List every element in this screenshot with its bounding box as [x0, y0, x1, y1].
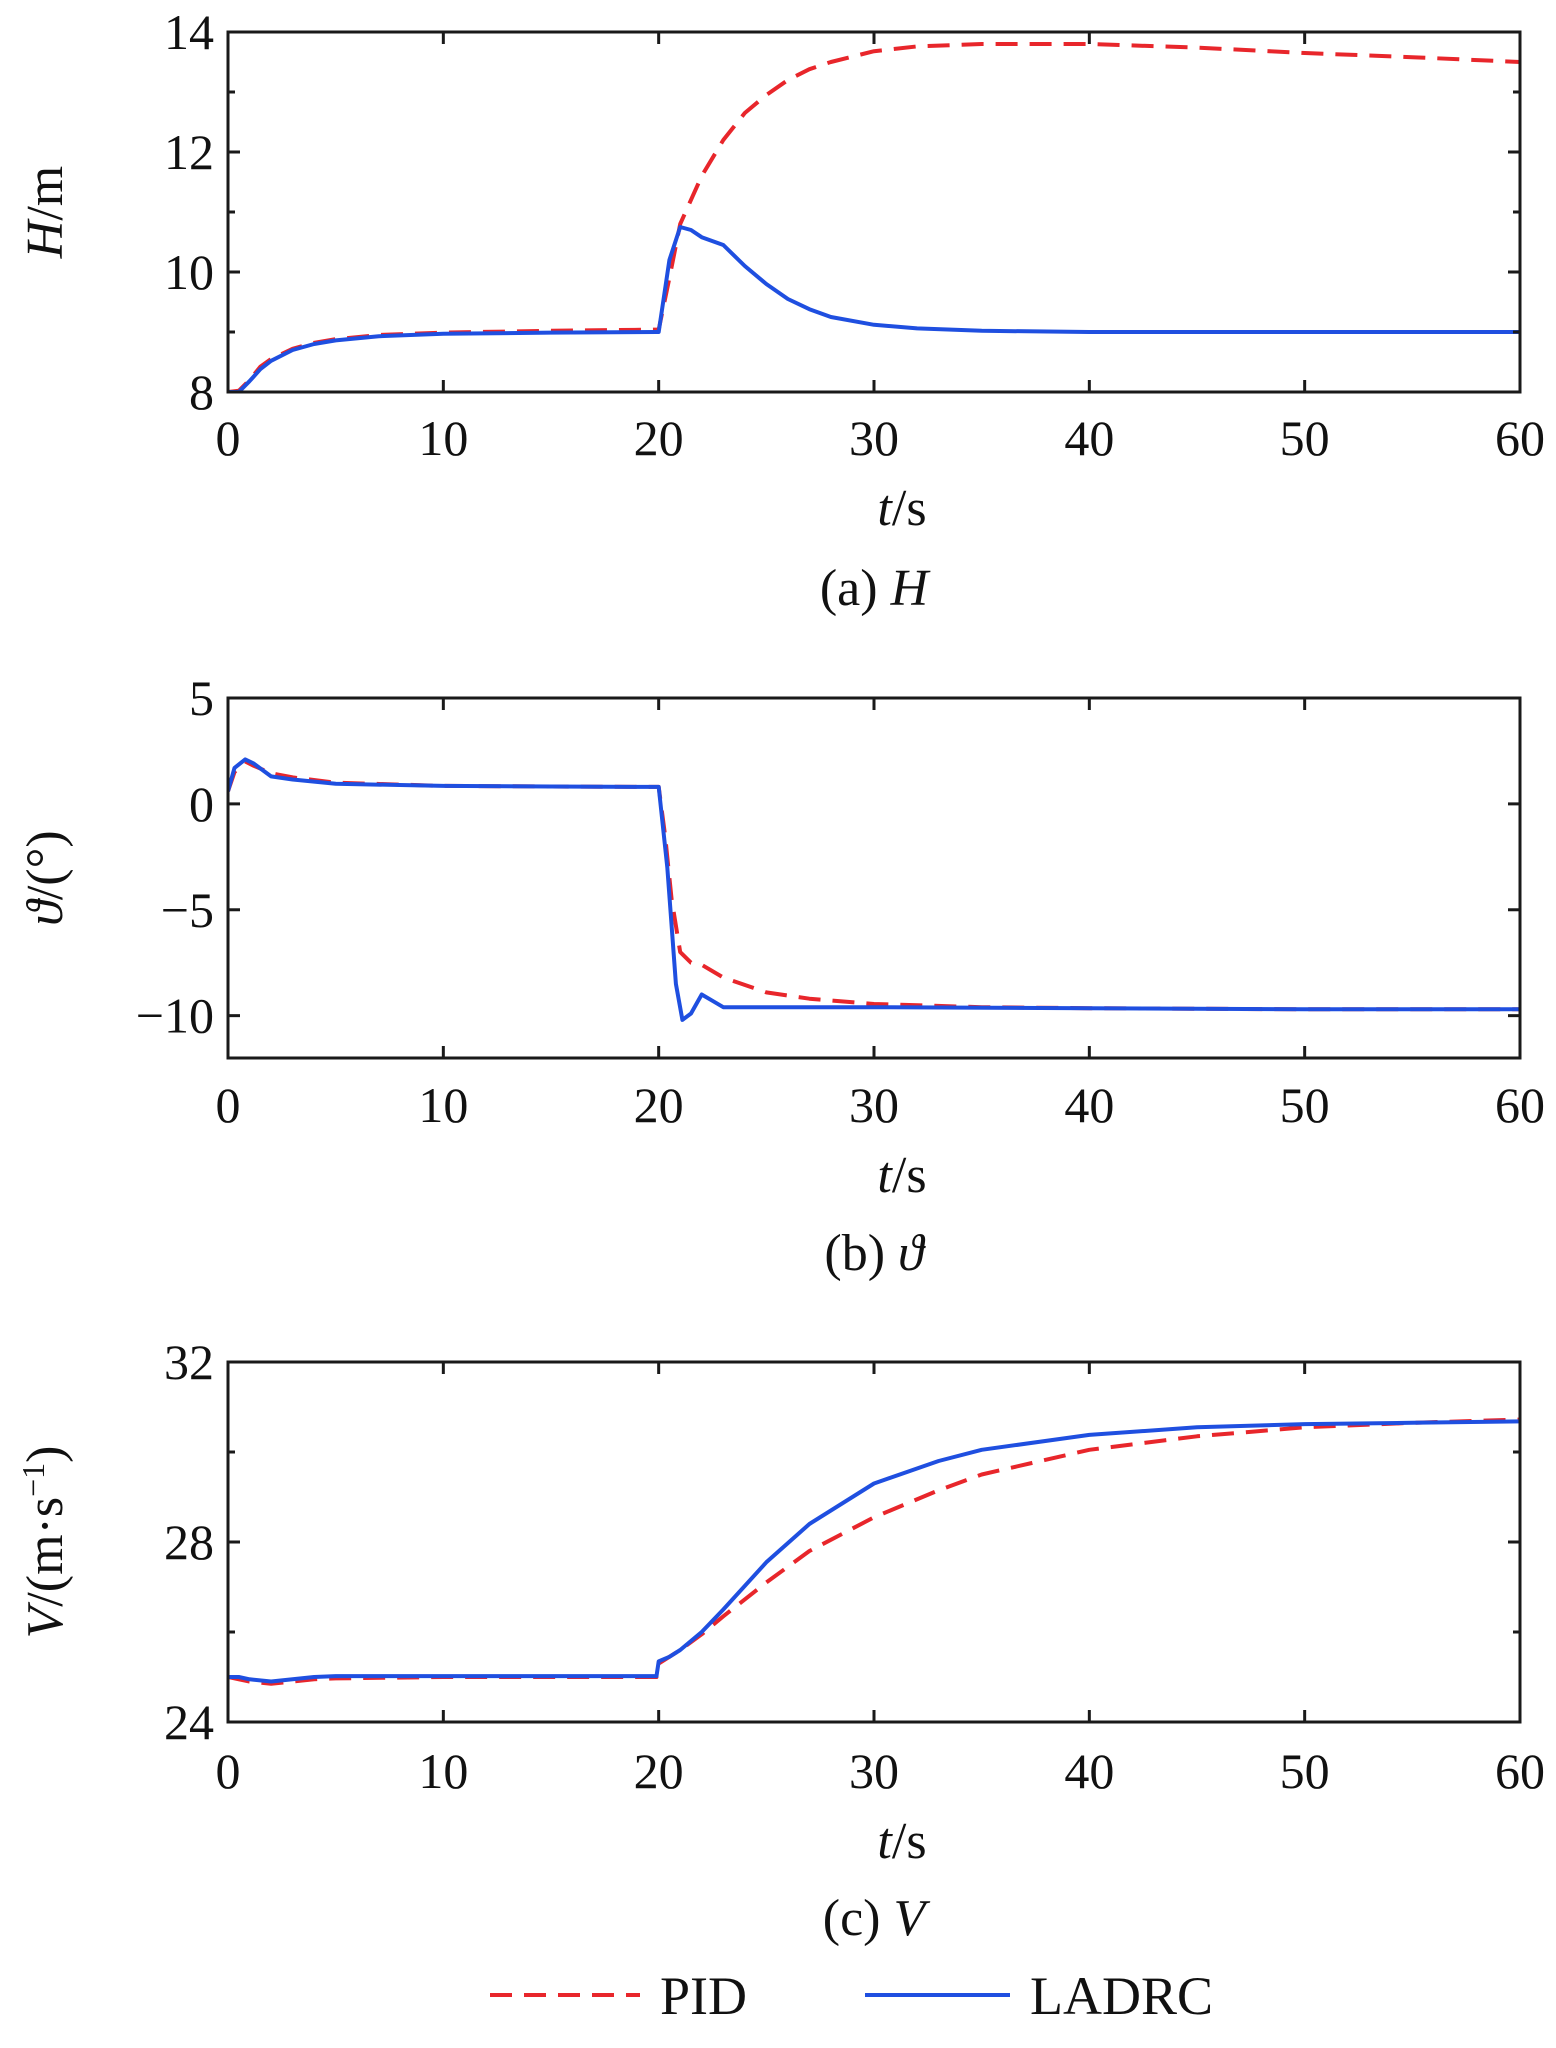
legend: PID LADRC: [490, 1966, 1213, 2026]
panel-H: 0 10 20 30 40 50 60 8 10 12 14 t/s H/m (a) H: [17, 4, 1545, 617]
ytick-label: −5: [161, 882, 214, 938]
xlabel-H: t/s: [877, 480, 926, 537]
ytick-label: 5: [189, 670, 214, 726]
xtick-label: 40: [1064, 1743, 1114, 1799]
ytick-label: 12: [164, 124, 214, 180]
legend-ladrc-label: LADRC: [1030, 1966, 1213, 2026]
xlabel-theta: t/s: [877, 1147, 926, 1204]
xtick-label: 20: [634, 1743, 684, 1799]
caption-H: (a) H: [820, 560, 931, 617]
xtick-label: 20: [634, 1077, 684, 1133]
xtick-label: 20: [634, 410, 684, 466]
series-pid-theta: [228, 759, 1520, 1012]
series-ladrc-H: [228, 225, 1520, 392]
xtick-label: 30: [849, 410, 899, 466]
ylabel-H: H/m: [17, 166, 74, 259]
ytick-label: 24: [164, 1694, 214, 1750]
panel-theta: 0 10 20 30 40 50 60 −10 −5 0 5 t/s ϑ/(°) (b) ϑ: [17, 670, 1545, 1282]
ytick-label: 0: [189, 776, 214, 832]
xtick-label: 0: [216, 410, 241, 466]
xlabel-V: t/s: [877, 1813, 926, 1870]
xtick-label: 10: [418, 410, 468, 466]
xtick-label: 40: [1064, 410, 1114, 466]
xtick-label: 60: [1495, 410, 1545, 466]
ytick-label: 10: [164, 244, 214, 300]
caption-theta: (b) ϑ: [824, 1225, 926, 1282]
ytick-label: 32: [164, 1334, 214, 1390]
axes-frame-H: [226, 30, 1522, 394]
xtick-label: 60: [1495, 1743, 1545, 1799]
xtick-label: 10: [418, 1077, 468, 1133]
series-pid-V: [228, 1417, 1520, 1686]
legend-pid-label: PID: [660, 1966, 747, 2026]
ytick-label: 28: [164, 1514, 214, 1570]
xtick-label: 50: [1280, 1077, 1330, 1133]
series-ladrc-V: [228, 1419, 1520, 1684]
panel-V: 0 10 20 30 40 50 60 24 28 32 t/s V/(m·s−1) (c) V: [15, 1334, 1545, 1947]
xtick-label: 0: [216, 1743, 241, 1799]
xtick-label: 40: [1064, 1077, 1114, 1133]
xtick-label: 30: [849, 1077, 899, 1133]
ylabel-V: V/(m·s−1): [15, 1446, 74, 1639]
xtick-label: 0: [216, 1077, 241, 1133]
caption-V: (c) V: [823, 1890, 931, 1947]
ytick-label: 8: [189, 364, 214, 420]
xtick-label: 50: [1280, 1743, 1330, 1799]
series-pid-H: [228, 42, 1520, 392]
xtick-label: 10: [418, 1743, 468, 1799]
ytick-label: −10: [136, 988, 214, 1044]
ylabel-theta: ϑ/(°): [17, 830, 74, 925]
xtick-label: 60: [1495, 1077, 1545, 1133]
series-ladrc-theta: [228, 757, 1520, 1022]
xtick-label: 30: [849, 1743, 899, 1799]
ytick-label: 14: [164, 4, 214, 60]
xtick-label: 50: [1280, 410, 1330, 466]
axes-frame-V: [226, 1360, 1522, 1724]
